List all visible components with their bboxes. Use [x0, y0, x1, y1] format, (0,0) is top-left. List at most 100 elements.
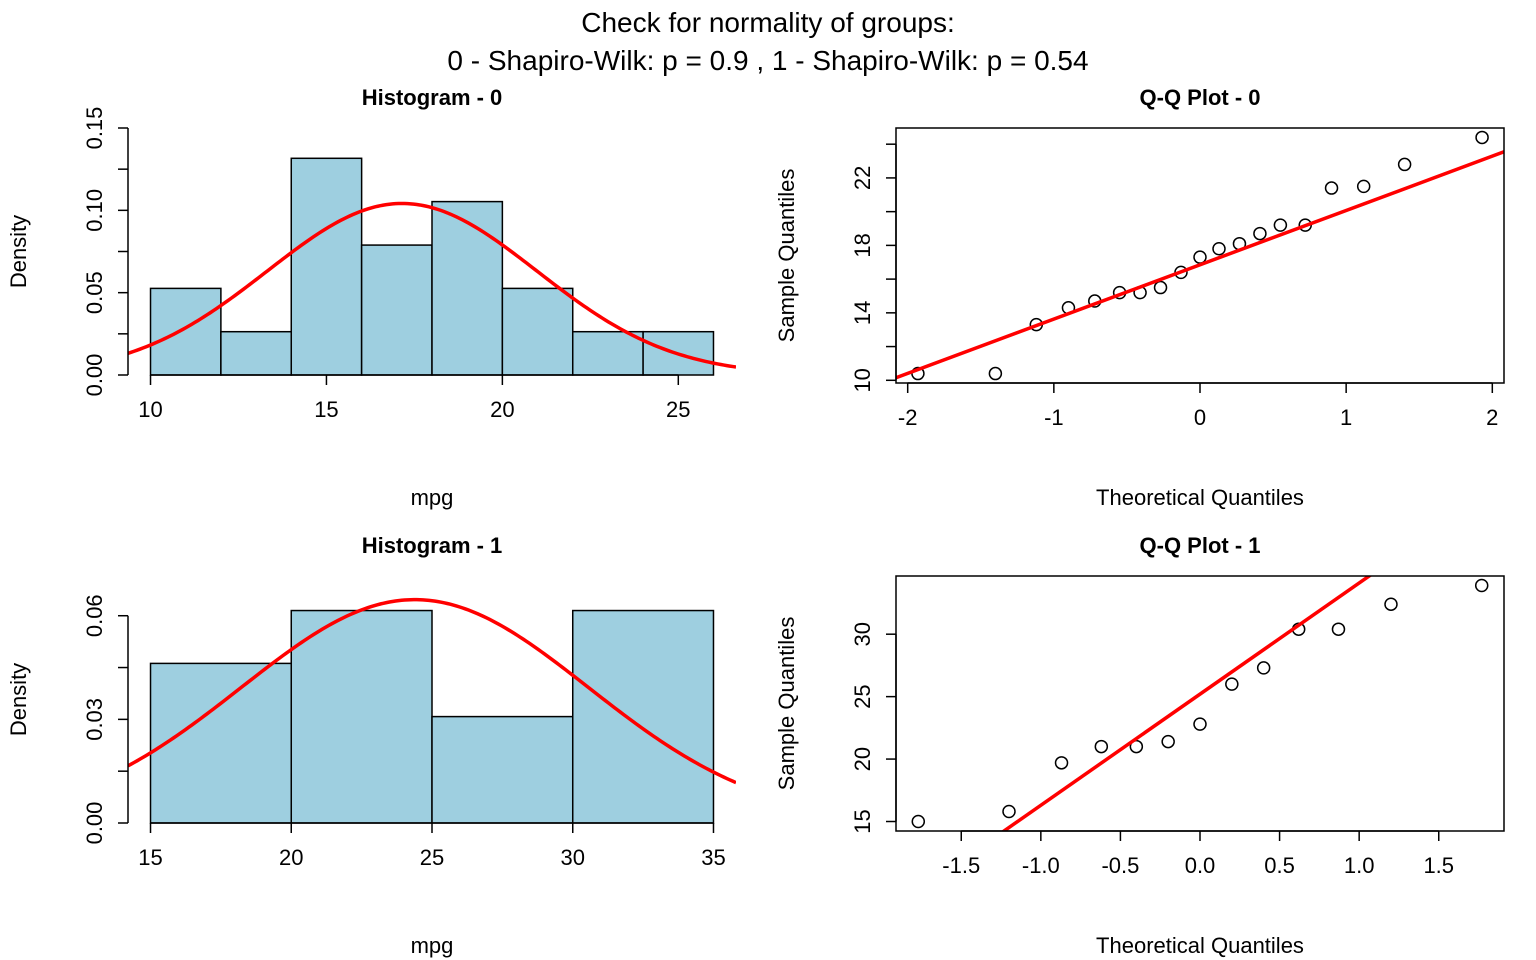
x-tick-label: 30 [560, 845, 584, 870]
x-axis: -1.5 -1.0 -0.5 0.0 0.5 1.0 1.5 [942, 830, 1454, 878]
y-tick-label: 0.15 [82, 107, 107, 150]
y-tick-label: 18 [850, 233, 875, 257]
x-tick-label: 0.5 [1264, 853, 1295, 878]
qq-point [1256, 661, 1271, 675]
x-tick-label: 20 [279, 845, 303, 870]
qq-point [1253, 226, 1267, 241]
x-tick-label: 10 [138, 397, 162, 422]
figure-title-line2: 0 - Shapiro-Wilk: p = 0.9 , 1 - Shapiro-… [447, 45, 1088, 76]
qq-point [1002, 804, 1016, 819]
histogram-bar [431, 200, 504, 376]
panel-qq0: Q-Q Plot - 0 -2 -1 0 1 2 Theoretical Quantiles… [774, 85, 1505, 510]
qq-point [1397, 157, 1412, 172]
y-axis: 15 20 25 30 [850, 622, 897, 834]
histogram-bar [220, 330, 293, 376]
y-axis: 0.00 0.03 0.06 [82, 594, 129, 845]
qq-point [1193, 717, 1207, 731]
qq-point [1054, 756, 1069, 770]
qq-point [988, 366, 1003, 381]
y-tick-label: 15 [850, 809, 875, 833]
normal-density-curve [128, 201, 736, 369]
qq-point [1331, 622, 1346, 636]
x-tick-label: -1 [1044, 405, 1064, 430]
y-tick-label: 30 [850, 622, 875, 646]
qq-reference-line [896, 150, 1504, 380]
panel-title: Q-Q Plot - 1 [1140, 533, 1261, 558]
x-tick-label: -0.5 [1101, 853, 1139, 878]
figure-title-line1: Check for normality of groups: [581, 7, 955, 38]
x-axis-label: Theoretical Quantiles [1096, 485, 1304, 510]
panel-title: Q-Q Plot - 0 [1140, 85, 1261, 110]
histogram-bar [360, 244, 433, 376]
histogram-bar [571, 330, 644, 376]
histogram-bar [149, 662, 293, 824]
y-axis: 10 14 18 22 [850, 143, 897, 393]
x-tick-label: 15 [138, 845, 162, 870]
qq-point [1384, 597, 1398, 611]
histogram-bar [290, 157, 363, 376]
x-tick-label: 25 [666, 397, 690, 422]
y-tick-label: 0.10 [82, 189, 107, 232]
x-tick-label: 1.5 [1423, 853, 1454, 878]
y-tick-label: 0.05 [82, 271, 107, 314]
qq-point [1356, 179, 1371, 194]
x-tick-label: -1.0 [1022, 853, 1060, 878]
panel-title: Histogram - 0 [362, 85, 503, 110]
y-axis: 0.00 0.05 0.10 0.15 [82, 107, 129, 397]
x-tick-label: 15 [314, 397, 338, 422]
y-tick-label: 20 [850, 747, 875, 771]
x-tick-label: 35 [701, 845, 725, 870]
x-axis-label: mpg [411, 485, 454, 510]
x-axis: 10 15 20 25 [138, 374, 691, 422]
x-tick-label: 20 [490, 397, 514, 422]
qq-point [911, 814, 926, 829]
panel-hist1: Histogram - 1 15 20 25 30 35 mpg 0.00 0.03 0.06 De… [6, 533, 736, 958]
y-axis-label: Sample Quantiles [774, 169, 799, 343]
histogram-bar [290, 609, 433, 824]
x-tick-label: 1.0 [1344, 853, 1375, 878]
x-tick-label: 1 [1340, 405, 1352, 430]
x-axis: 15 20 25 30 35 [138, 822, 726, 870]
y-tick-label: 14 [850, 301, 875, 325]
panel-title: Histogram - 1 [362, 533, 503, 558]
histogram-bar [571, 609, 715, 824]
x-tick-label: 25 [420, 845, 444, 870]
panel-qq1: Q-Q Plot - 1 -1.5 -1.0 -0.5 0.0 0.5 1.0 1.5 Theo… [774, 533, 1505, 958]
qq-point [1094, 739, 1109, 754]
qq-point [1475, 130, 1489, 145]
x-axis-label: Theoretical Quantiles [1096, 933, 1304, 958]
plot-box [895, 575, 1505, 832]
y-axis-label: Sample Quantiles [774, 617, 799, 791]
x-axis-label: mpg [411, 933, 454, 958]
x-tick-label: 0 [1194, 405, 1206, 430]
x-tick-label: 2 [1486, 405, 1498, 430]
y-tick-label: 0.00 [82, 802, 107, 845]
y-tick-label: 25 [850, 684, 875, 708]
x-tick-label: -1.5 [942, 853, 980, 878]
panel-hist0: Histogram - 0 10 15 20 25 mpg 0.00 0.05 0.10 0.15… [6, 85, 736, 510]
histogram-bar [501, 287, 574, 376]
y-tick-label: 10 [850, 368, 875, 392]
qq-point [1474, 578, 1489, 593]
x-tick-label: 0.0 [1185, 853, 1216, 878]
qq-point [1273, 218, 1288, 232]
normal-density-curve [128, 597, 736, 785]
x-axis: -2 -1 0 1 2 [898, 382, 1498, 430]
qq-point [1161, 734, 1175, 749]
histogram-bar [431, 715, 574, 824]
qq-point [1153, 280, 1168, 295]
qq-point [1212, 242, 1226, 256]
y-tick-label: 0.03 [82, 698, 107, 741]
y-axis-label: Density [6, 215, 31, 288]
qq-point [1225, 677, 1239, 691]
qq-reference-line [1000, 576, 1373, 831]
x-tick-label: -2 [898, 405, 918, 430]
y-tick-label: 22 [850, 166, 875, 190]
qq-point [1324, 181, 1339, 195]
y-tick-label: 0.06 [82, 594, 107, 637]
y-tick-label: 0.00 [82, 354, 107, 397]
y-axis-label: Density [6, 663, 31, 736]
histogram-bar [149, 287, 222, 376]
panels: Histogram - 010 15 20 25mpg0.000.050.100.15… [6, 85, 1505, 958]
